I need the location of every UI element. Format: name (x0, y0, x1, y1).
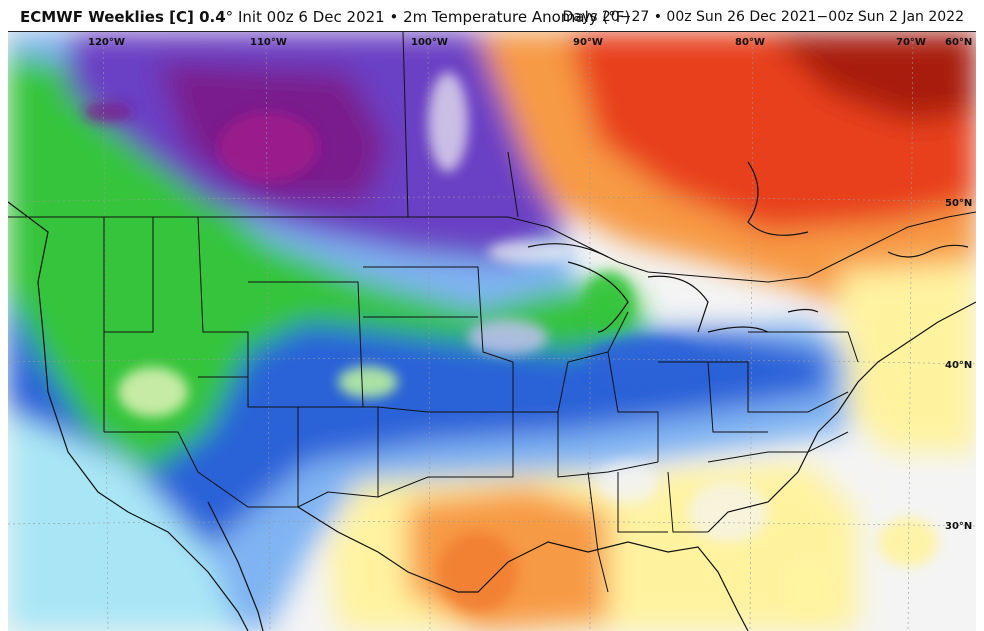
anomaly-map: 120°W 110°W 100°W 90°W 80°W 70°W 60°N 50… (8, 31, 976, 631)
latitude-labels: 50°N 40°N 30°N (945, 198, 972, 532)
lat-label: 40°N (945, 360, 972, 371)
east-coast (707, 301, 976, 533)
lon-label: 60°N (945, 37, 972, 48)
model-name: ECMWF Weeklies [C] 0.4 (20, 8, 226, 26)
west-coast (8, 201, 249, 631)
lake-erie (707, 326, 769, 333)
title-separator: • (389, 8, 399, 26)
map-title: ECMWF Weeklies [C] 0.4° Init 00z 6 Dec 2… (20, 8, 630, 26)
lon-label: 120°W (88, 37, 125, 48)
field-name: 2m Temperature Anomaly (°F) (403, 8, 631, 26)
map-header: ECMWF Weeklies [C] 0.4° Init 00z 6 Dec 2… (0, 0, 984, 31)
longitude-labels: 120°W 110°W 100°W 90°W 80°W 70°W 60°N (88, 37, 972, 48)
coastlines (8, 161, 976, 631)
lat-label: 50°N (945, 198, 972, 209)
lat-label: 30°N (945, 521, 972, 532)
lon-label: 100°W (411, 37, 448, 48)
gulf-coast (297, 506, 749, 631)
lake-superior (527, 243, 609, 258)
lon-label: 90°W (573, 37, 603, 48)
political-boundaries (8, 32, 976, 593)
lon-label: 110°W (250, 37, 287, 48)
lake-ontario (787, 308, 819, 313)
degree-symbol: ° (225, 8, 234, 26)
init-time: Init 00z 6 Dec 2021 (237, 8, 385, 26)
hudson-bay-shore (747, 161, 809, 236)
lake-huron (647, 275, 709, 333)
valid-period: Days 20−27 • 00z Sun 26 Dec 2021−00z Sun… (562, 9, 964, 25)
lon-label: 70°W (896, 37, 926, 48)
map-canvas: 120°W 110°W 100°W 90°W 80°W 70°W 60°N 50… (8, 32, 976, 631)
us-canada-border (8, 211, 976, 283)
lon-label: 80°W (735, 37, 765, 48)
anomaly-detail (83, 72, 938, 622)
lake-michigan (567, 261, 629, 333)
